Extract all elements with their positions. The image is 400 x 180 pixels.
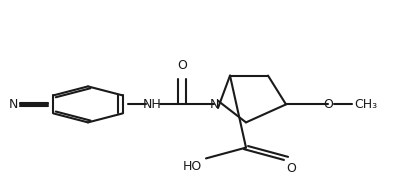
Text: O: O [177, 59, 187, 72]
Text: HO: HO [183, 160, 202, 173]
Text: NH: NH [143, 98, 161, 111]
Text: O: O [323, 98, 333, 111]
Text: N: N [209, 98, 219, 111]
Text: N: N [9, 98, 18, 111]
Text: CH₃: CH₃ [354, 98, 377, 111]
Text: O: O [286, 162, 296, 175]
